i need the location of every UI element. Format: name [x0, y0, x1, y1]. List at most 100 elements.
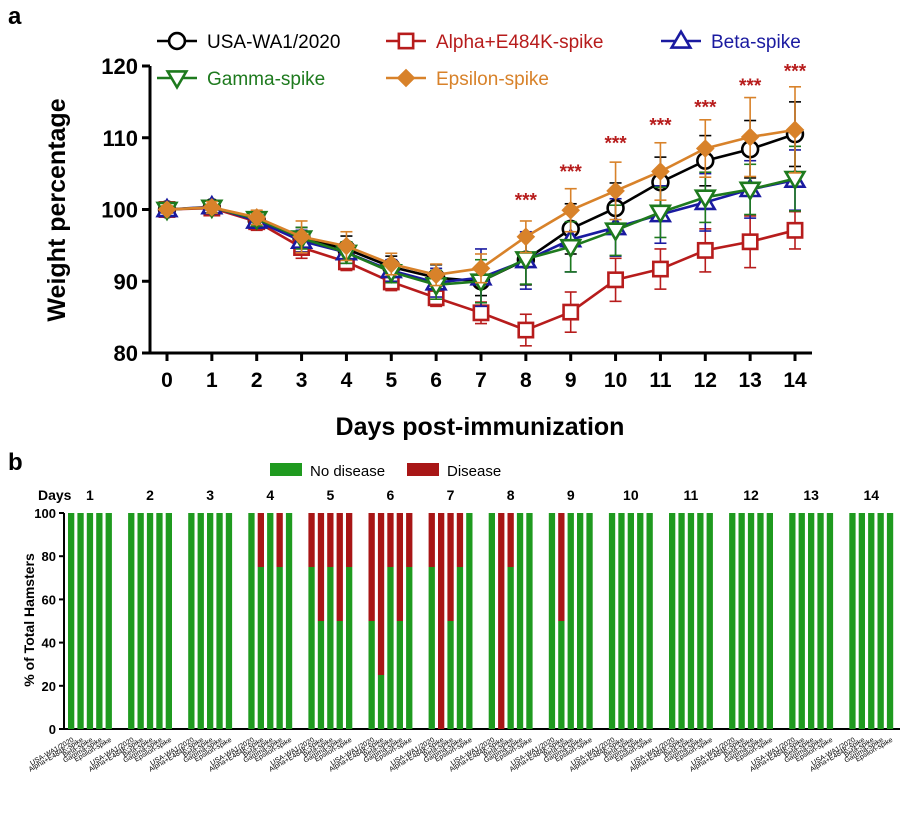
day-number: 8: [507, 487, 515, 503]
data-point: [786, 221, 804, 239]
x-tick-label: 4: [341, 369, 353, 392]
day-number: 7: [447, 487, 455, 503]
bar-no-disease: [618, 513, 625, 729]
day-group-5: [308, 513, 353, 729]
data-point: [516, 227, 536, 247]
day-number: 2: [146, 487, 154, 503]
bar-no-disease: [766, 513, 773, 729]
bar-no-disease: [346, 567, 353, 729]
bar-y-tick-label: 20: [42, 679, 56, 694]
bar-no-disease: [877, 513, 884, 729]
legend-label: Alpha+E484K-spike: [436, 32, 603, 53]
bar-y-tick-label: 60: [42, 592, 56, 607]
data-point: [517, 321, 535, 339]
day-group-6: [368, 513, 413, 729]
legend-entry-epsilon: Epsilon-spike: [386, 68, 549, 90]
data-point: [337, 236, 356, 256]
data-point: [606, 181, 625, 201]
bar-no-disease: [336, 621, 343, 729]
bar-no-disease: [627, 513, 634, 729]
data-point: [603, 222, 628, 243]
day-number: 4: [266, 487, 274, 503]
significance-stars: ***: [739, 76, 762, 97]
bar-no-disease: [466, 513, 473, 729]
x-tick-label: 12: [694, 369, 717, 392]
significance-stars: ***: [604, 133, 627, 154]
bar-no-disease: [456, 567, 464, 729]
legend-label: USA-WA1/2020: [207, 32, 340, 53]
x-tick-label: 11: [649, 369, 672, 392]
data-point: [651, 260, 669, 278]
bar-no-disease: [858, 513, 865, 729]
weight-line-chart: USA-WA1/2020 Alpha+E484K-spike Beta-spike G…: [43, 29, 812, 441]
bar-no-disease: [197, 513, 204, 729]
data-point: [740, 127, 760, 147]
bar-legend-no-disease: No disease: [270, 463, 385, 480]
day-group-14: [849, 513, 894, 729]
bar-chart-legend: No disease Disease: [270, 463, 501, 480]
bar-no-disease: [128, 513, 135, 729]
day-number: 13: [803, 487, 819, 503]
bar-no-disease: [729, 513, 736, 729]
bar-no-disease: [757, 513, 764, 729]
bar-disease: [346, 513, 353, 567]
x-tick-label: 13: [738, 369, 761, 392]
bar-no-disease: [608, 513, 616, 729]
data-point: [202, 198, 222, 217]
x-tick-label: 6: [430, 369, 442, 392]
bar-no-disease: [747, 513, 755, 729]
bar-y-tick-label: 40: [42, 636, 56, 651]
bar-no-disease: [558, 621, 565, 729]
bar-no-disease: [77, 513, 84, 729]
legend-entry-alpha: Alpha+E484K-spike: [386, 32, 603, 53]
bar-no-disease: [225, 513, 233, 729]
x-tick-label: 5: [385, 369, 397, 392]
bar-chart-bars: [68, 513, 894, 729]
day-number: 11: [684, 487, 699, 503]
legend-label: Disease: [447, 463, 501, 480]
x-tick-label: 3: [296, 369, 308, 392]
data-point: [426, 265, 446, 285]
bar-no-disease: [507, 567, 514, 729]
legend-label: Epsilon-spike: [436, 69, 549, 90]
bar-no-disease: [548, 513, 556, 729]
bar-disease: [558, 513, 565, 621]
bar-no-disease: [377, 675, 385, 729]
bar-no-disease: [567, 513, 574, 729]
bar-no-disease: [577, 513, 584, 729]
bar-no-disease: [387, 567, 394, 729]
bar-no-disease: [738, 513, 745, 729]
bar-no-disease: [276, 567, 283, 729]
legend-entry-usa: USA-WA1/2020: [157, 31, 340, 53]
x-tick-label: 2: [251, 369, 263, 392]
bar-no-disease: [317, 621, 325, 729]
day-number: 10: [623, 487, 639, 503]
bar-disease: [327, 513, 334, 567]
day-number: 9: [567, 487, 575, 503]
x-tick-label: 8: [520, 369, 532, 392]
data-point: [648, 204, 673, 225]
bar-disease: [428, 513, 435, 567]
day-group-2: [128, 513, 172, 729]
x-tick-label: 0: [161, 369, 173, 392]
bar-disease: [498, 513, 505, 729]
y-tick-label: 100: [101, 198, 138, 223]
data-point: [561, 200, 581, 220]
bar-disease: [368, 513, 375, 621]
bar-no-disease: [406, 567, 413, 729]
bar-disease: [308, 513, 315, 567]
bar-disease: [406, 513, 413, 567]
bar-no-disease: [706, 513, 713, 729]
bar-y-tick-label: 0: [49, 722, 56, 737]
bar-y-axis-title: % of Total Hamsters: [21, 553, 37, 687]
bar-no-disease: [248, 513, 255, 729]
day-number: 14: [863, 487, 879, 503]
y-tick-label: 90: [114, 269, 138, 294]
x-tick-label: 9: [565, 369, 577, 392]
bar-no-disease: [308, 567, 315, 729]
bar-no-disease: [327, 567, 334, 729]
legend-swatch: [407, 463, 439, 476]
panel-b-label: b: [8, 449, 23, 476]
